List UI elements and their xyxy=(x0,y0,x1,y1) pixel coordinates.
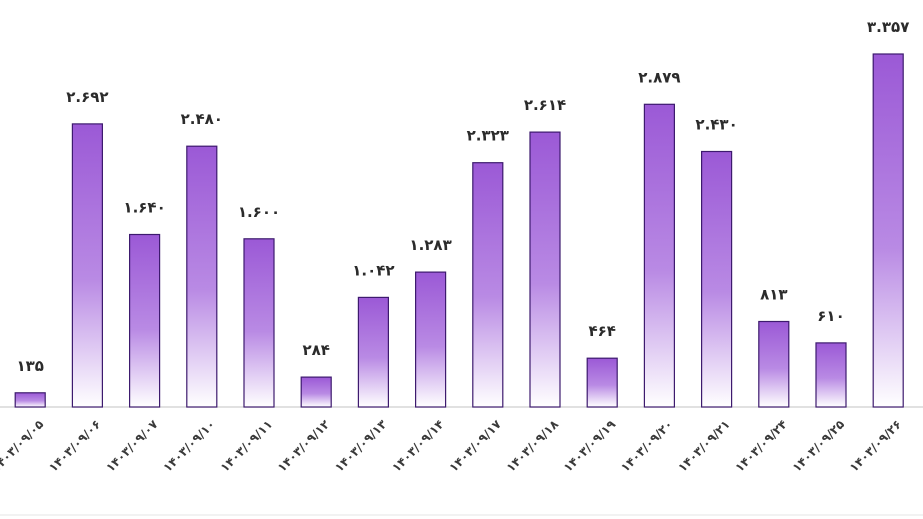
bar-12 xyxy=(643,103,676,408)
value-label-1: ۱۳۵ xyxy=(16,357,43,375)
bar-13 xyxy=(700,150,733,408)
value-label-5: ۱.۶۰۰ xyxy=(238,203,280,221)
value-label-6: ۲۸۴ xyxy=(302,341,329,359)
bar-6 xyxy=(300,376,332,408)
value-labels-group: ۱۳۵ ۲.۶۹۲ ۱.۶۴۰ ۲.۴۸۰ ۱.۶۰۰ ۲۸۴ ۱.۰۴۲ ۱.۲۸۳ ۲.۳۲… xyxy=(16,18,909,375)
x-tick-label-10: ۱۴۰۳/۰۹/۱۸ xyxy=(504,417,562,475)
x-tick-label-7: ۱۴۰۳/۰۹/۱۳ xyxy=(332,417,390,475)
value-label-3: ۱.۶۴۰ xyxy=(123,199,165,217)
x-tick-label-3: ۱۴۰۳/۰۹/۰۷ xyxy=(103,417,161,475)
value-label-15: ۶۱۰ xyxy=(817,307,844,325)
bar-1 xyxy=(14,392,46,408)
x-tick-label-4: ۱۴۰۳/۰۹/۱۰ xyxy=(160,417,218,475)
bar-7 xyxy=(357,296,389,408)
bars-group xyxy=(14,53,904,408)
x-tick-label-16: ۱۴۰۳/۰۹/۲۶ xyxy=(847,417,905,475)
value-label-11: ۴۶۴ xyxy=(588,322,615,340)
bar-15 xyxy=(815,342,847,408)
bar-10 xyxy=(529,131,561,408)
x-tick-label-13: ۱۴۰۳/۰۹/۲۱ xyxy=(675,417,733,475)
bar-16 xyxy=(872,53,904,408)
x-tick-label-1: ۱۴۰۳/۰۹/۰۵ xyxy=(0,417,46,475)
bar-9 xyxy=(472,162,504,408)
x-tick-labels-group: ۱۴۰۳/۰۹/۰۴۱۴۰۳/۰۹/۰۵۱۴۰۳/۰۹/۰۶۱۴۰۳/۰۹/۰۷… xyxy=(0,417,904,475)
bar-4 xyxy=(186,145,218,408)
value-label-13: ۲.۴۳۰ xyxy=(695,116,737,134)
x-tick-label-8: ۱۴۰۳/۰۹/۱۴ xyxy=(389,417,447,475)
x-tick-label-11: ۱۴۰۳/۰۹/۱۹ xyxy=(561,417,619,475)
value-label-8: ۱.۲۸۳ xyxy=(409,236,451,254)
x-tick-label-5: ۱۴۰۳/۰۹/۱۱ xyxy=(218,417,276,475)
bar-2 xyxy=(71,123,104,408)
x-tick-label-12: ۱۴۰۳/۰۹/۲۰ xyxy=(618,417,676,475)
value-label-16: ۳.۳۵۷ xyxy=(867,18,909,36)
bar-14 xyxy=(758,320,790,408)
value-label-14: ۸۱۳ xyxy=(760,286,787,304)
x-tick-label-14: ۱۴۰۳/۰۹/۲۴ xyxy=(732,417,790,475)
value-label-7: ۱.۰۴۲ xyxy=(352,261,394,279)
bar-3 xyxy=(129,233,161,408)
value-label-10: ۲.۶۱۴ xyxy=(524,96,566,114)
bar-11 xyxy=(586,357,618,408)
x-tick-label-2: ۱۴۰۳/۰۹/۰۶ xyxy=(46,417,104,475)
value-label-12: ۲.۸۷۹ xyxy=(638,68,680,86)
bar-8 xyxy=(415,271,447,408)
x-tick-label-15: ۱۴۰۳/۰۹/۲۵ xyxy=(790,417,848,475)
value-label-2: ۲.۶۹۲ xyxy=(66,88,108,106)
x-tick-label-9: ۱۴۰۳/۰۹/۱۷ xyxy=(446,417,504,475)
value-label-9: ۲.۳۲۳ xyxy=(467,127,509,145)
x-tick-label-6: ۱۴۰۳/۰۹/۱۲ xyxy=(275,417,333,475)
value-label-4: ۲.۴۸۰ xyxy=(181,110,223,128)
bar-5 xyxy=(243,238,275,408)
